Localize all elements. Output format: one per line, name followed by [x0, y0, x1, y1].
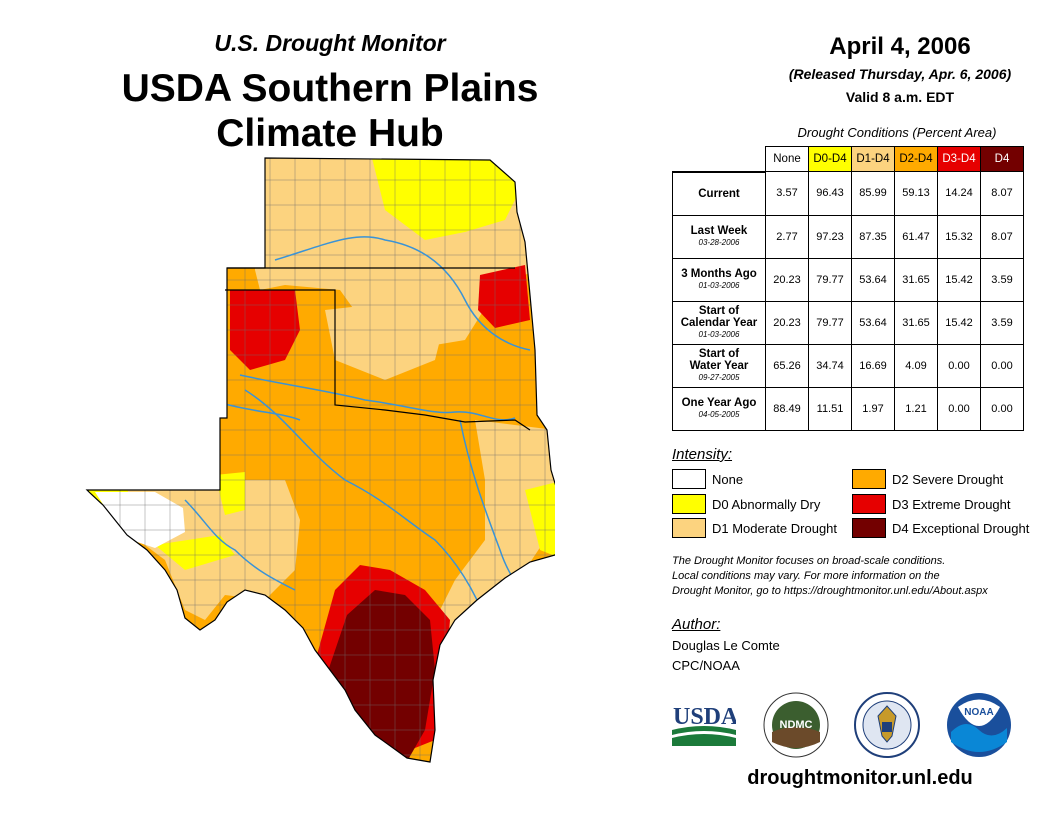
- table-cell: 2.77: [765, 214, 809, 259]
- table-cell: 31.65: [894, 300, 938, 345]
- col-d4: D4: [980, 146, 1024, 172]
- row-label: 3 Months Ago 01-03-2006: [672, 257, 766, 302]
- table-cell: 34.74: [808, 343, 852, 388]
- col-d0-d4: D0-D4: [808, 146, 852, 172]
- note-line-2: Local conditions may vary. For more info…: [672, 570, 940, 582]
- legend-swatch-d2: [852, 469, 886, 489]
- table-row: Current 3.57 96.43 85.99 59.13 14.24 8.0…: [672, 171, 1024, 216]
- table-cell: 15.32: [937, 214, 981, 259]
- svg-text:NDMC: NDMC: [780, 719, 813, 731]
- table-cell: 85.99: [851, 171, 895, 216]
- table-cell: 97.23: [808, 214, 852, 259]
- table-cell: 59.13: [894, 171, 938, 216]
- legend-swatch-d0: [672, 494, 706, 514]
- legend-title: Intensity:: [672, 446, 733, 463]
- table-cell: 8.07: [980, 171, 1024, 216]
- table-row: Start of Water Year 09-27-2005 65.26 34.74…: [672, 343, 1024, 388]
- row-label: Start of Calendar Year 01-03-2006: [672, 300, 766, 345]
- col-none: None: [765, 146, 809, 172]
- legend-swatch-d4: [852, 518, 886, 538]
- table-row: Start of Calendar Year 01-03-2006 20.23 79…: [672, 300, 1024, 345]
- table-cell: 3.59: [980, 300, 1024, 345]
- usda-logo: USDA: [672, 704, 736, 746]
- table-cell: 79.77: [808, 300, 852, 345]
- table-cell: 4.09: [894, 343, 938, 388]
- table-cell: 88.49: [765, 386, 809, 431]
- table-cell: 0.00: [937, 343, 981, 388]
- table-cell: 87.35: [851, 214, 895, 259]
- table-row: Last Week 03-28-2006 2.77 97.23 87.35 61.…: [672, 214, 1024, 259]
- ndmc-logo: NDMC: [763, 692, 829, 758]
- header-blank: [672, 146, 766, 173]
- table-cell: 3.57: [765, 171, 809, 216]
- legend-label-d1: D1 Moderate Drought: [712, 521, 838, 536]
- doc-seal-logo: [854, 692, 920, 758]
- author-org: CPC/NOAA: [672, 658, 740, 673]
- legend-swatch-d1: [672, 518, 706, 538]
- table-cell: 1.21: [894, 386, 938, 431]
- legend-label-d0: D0 Abnormally Dry: [712, 497, 821, 512]
- table-cell: 61.47: [894, 214, 938, 259]
- legend-swatch-d3: [852, 494, 886, 514]
- drought-map: [85, 157, 555, 763]
- table-cell: 8.07: [980, 214, 1024, 259]
- note-line-1: The Drought Monitor focuses on broad-sca…: [672, 555, 946, 567]
- col-d2-d4: D2-D4: [894, 146, 938, 172]
- table-cell: 53.64: [851, 257, 895, 302]
- author-name: Douglas Le Comte: [672, 638, 780, 653]
- release-date: (Released Thursday, Apr. 6, 2006): [788, 66, 1012, 82]
- legend-label-d4: D4 Exceptional Drought: [892, 521, 1030, 536]
- table-cell: 0.00: [980, 343, 1024, 388]
- legend-swatch-none: [672, 469, 706, 489]
- svg-text:USDA: USDA: [673, 704, 736, 730]
- table-cell: 1.97: [851, 386, 895, 431]
- table-cell: 65.26: [765, 343, 809, 388]
- table-cell: 20.23: [765, 257, 809, 302]
- row-label: Start of Water Year 09-27-2005: [672, 343, 766, 388]
- map-date: April 4, 2006: [829, 33, 971, 60]
- noaa-logo: NOAA: [947, 693, 1011, 757]
- table-row: One Year Ago 04-05-2005 88.49 11.51 1.97 …: [672, 386, 1024, 431]
- valid-time: Valid 8 a.m. EDT: [845, 89, 955, 105]
- table-header-row: None D0-D4 D1-D4 D2-D4 D3-D4 D4: [672, 146, 1024, 173]
- table-cell: 53.64: [851, 300, 895, 345]
- disclaimer-note: The Drought Monitor focuses on broad-sca…: [672, 554, 1052, 599]
- svg-text:NOAA: NOAA: [964, 707, 993, 718]
- row-label: Last Week 03-28-2006: [672, 214, 766, 259]
- col-d3-d4: D3-D4: [937, 146, 981, 172]
- table-cell: 96.43: [808, 171, 852, 216]
- row-label: One Year Ago 04-05-2005: [672, 386, 766, 431]
- row-label: Current: [672, 171, 766, 216]
- legend-label-d3: D3 Extreme Drought: [892, 497, 1011, 512]
- title-line-1: USDA Southern Plains: [121, 67, 539, 110]
- table-cell: 15.42: [937, 257, 981, 302]
- map-title: USDA Southern Plains Climate Hub: [60, 66, 600, 156]
- table-caption: Drought Conditions (Percent Area): [797, 125, 997, 140]
- note-line-3: Drought Monitor, go to https://droughtmo…: [672, 585, 988, 597]
- footer-url[interactable]: droughtmonitor.unl.edu: [747, 767, 973, 789]
- title-line-2: Climate Hub: [216, 112, 444, 155]
- drought-stats-table: None D0-D4 D1-D4 D2-D4 D3-D4 D4 Current …: [672, 146, 1024, 431]
- table-cell: 14.24: [937, 171, 981, 216]
- table-cell: 3.59: [980, 257, 1024, 302]
- col-d1-d4: D1-D4: [851, 146, 895, 172]
- table-cell: 79.77: [808, 257, 852, 302]
- table-cell: 31.65: [894, 257, 938, 302]
- table-cell: 20.23: [765, 300, 809, 345]
- table-cell: 16.69: [851, 343, 895, 388]
- table-cell: 0.00: [980, 386, 1024, 431]
- table-cell: 15.42: [937, 300, 981, 345]
- legend-label-d2: D2 Severe Drought: [892, 472, 1004, 487]
- map-subtitle: U.S. Drought Monitor: [214, 30, 446, 56]
- table-cell: 11.51: [808, 386, 852, 431]
- table-row: 3 Months Ago 01-03-2006 20.23 79.77 53.64…: [672, 257, 1024, 302]
- legend-label-none: None: [712, 472, 744, 487]
- table-cell: 0.00: [937, 386, 981, 431]
- author-label: Author:: [672, 616, 721, 633]
